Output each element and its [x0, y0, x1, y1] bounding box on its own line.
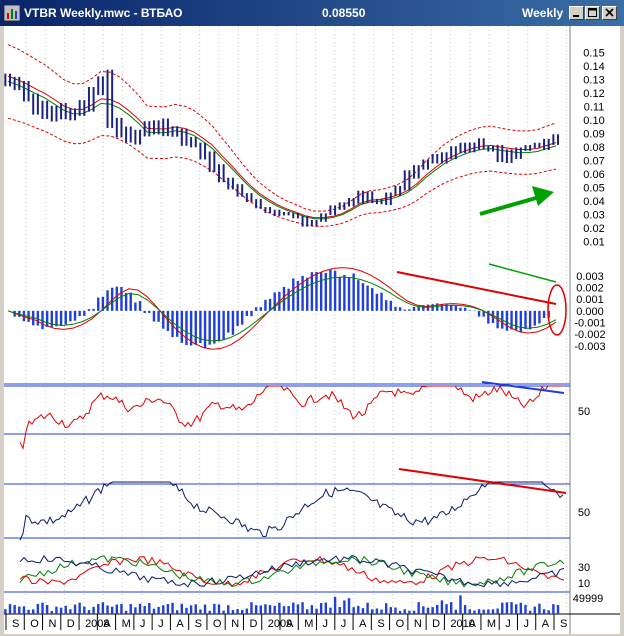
x-tick-label: O	[30, 618, 39, 630]
x-tick-label: J	[323, 618, 329, 630]
chart-period: Weekly	[522, 6, 564, 20]
adx-tick-label: 10	[578, 578, 590, 590]
adx-tick-label: 30	[578, 562, 590, 574]
x-tick-label: N	[414, 618, 422, 630]
divergence-circle	[547, 284, 567, 336]
rsi-tick-label: 50	[578, 406, 590, 418]
macd-tick-label: -0.002	[574, 329, 605, 341]
macd-panel	[7, 267, 557, 350]
x-tick-label: S	[195, 618, 202, 630]
macd-trend-line	[396, 271, 557, 305]
window-title: VTBR Weekly.mwc - ВТБАО	[24, 6, 183, 20]
rsi-line	[19, 385, 563, 450]
x-tick-label: A	[176, 618, 184, 630]
adx-panel	[19, 554, 565, 588]
macd-tick-label: 0.001	[576, 294, 604, 306]
x-tick-label: N	[49, 618, 57, 630]
macd-line	[7, 267, 557, 350]
x-tick-label: D	[67, 618, 75, 630]
stochastic-panel	[19, 481, 564, 541]
x-tick-label: S	[560, 618, 567, 630]
x-tick-label: A	[103, 618, 111, 630]
price-tick-label: 0.01	[583, 236, 604, 248]
price-tick-label: 0.03	[583, 209, 604, 221]
current-price: 0.08550	[322, 6, 366, 20]
stochastic-line	[19, 481, 564, 541]
macd-tick-label: 0.003	[576, 271, 604, 283]
close-icon	[605, 8, 614, 17]
chart-area[interactable]: 0.15 0.14 0.13 0.12 0.11 0.10 0.09 0.08 0.07 0.06…	[4, 26, 620, 634]
x-tick-label: J	[505, 618, 511, 630]
chart-canvas[interactable]: 0.150.14 0.130.12 0.110.10 0.090.080.07 0.06…	[4, 26, 620, 634]
price-tick-label: 0.05	[583, 182, 604, 194]
x-tick-label: A	[359, 618, 367, 630]
volume-tick-label: 49999	[573, 593, 604, 605]
price-tick-label: 0.04	[583, 196, 604, 208]
price-tick-label: 0.11	[584, 102, 605, 114]
price-tick-label: 0.07	[583, 155, 604, 167]
x-tick-label: J	[341, 618, 347, 630]
close-button[interactable]	[602, 6, 617, 20]
minimize-button[interactable]	[569, 6, 584, 20]
macd-tick-label: -0.001	[574, 318, 605, 330]
macd-tick-label: 0.002	[576, 283, 604, 295]
x-tick-label: S	[12, 618, 19, 630]
minus-di-line	[19, 555, 565, 588]
x-tick-label: D	[432, 618, 440, 630]
upper-envelope	[7, 44, 557, 212]
x-tick-label: J	[523, 618, 529, 630]
moving-average-green	[7, 80, 557, 220]
minimize-icon	[573, 15, 579, 17]
price-tick-label: 0.12	[583, 88, 604, 100]
price-tick-label: 0.13	[583, 75, 604, 87]
maximize-icon	[588, 8, 597, 17]
price-tick-label: 0.09	[583, 129, 604, 141]
price-tick-label: 0.10	[583, 115, 604, 127]
x-tick-label: J	[158, 618, 164, 630]
macd-tick-label: 0.000	[576, 306, 604, 318]
adx-line	[19, 554, 565, 588]
y-axis-labels: 0.150.14 0.130.12 0.110.10 0.090.080.07 0.06…	[573, 48, 606, 605]
green-arrow-shaft	[479, 196, 537, 216]
x-tick-label: N	[231, 618, 239, 630]
macd-signal-trend-line	[488, 263, 557, 283]
rsi-panel	[19, 385, 563, 450]
price-tick-label: 0.14	[583, 61, 604, 73]
price-tick-label: 0.15	[583, 48, 604, 60]
rsi-trend-line	[481, 381, 565, 394]
stochastic-tick-label: 50	[578, 507, 590, 519]
signal-line	[7, 276, 557, 342]
price-panel	[4, 44, 559, 227]
macd-tick-label: -0.003	[574, 341, 605, 353]
trend-annotations	[396, 186, 567, 494]
volume-panel	[4, 595, 560, 614]
price-tick-label: 0.08	[583, 142, 604, 154]
x-tick-label: J	[140, 618, 146, 630]
panel-dividers	[4, 26, 620, 634]
x-tick-label: M	[122, 618, 131, 630]
green-arrow-head	[532, 186, 554, 206]
price-tick-label: 0.02	[583, 223, 604, 235]
x-tick-label: A	[469, 618, 477, 630]
plus-di-line	[19, 555, 565, 587]
stochastic-trend-line	[398, 468, 567, 494]
price-tick-label: 0.06	[583, 169, 604, 181]
x-tick-label: D	[249, 618, 257, 630]
x-tick-label: O	[396, 618, 405, 630]
lower-envelope	[7, 117, 557, 227]
maximize-button[interactable]	[585, 6, 600, 20]
x-tick-label: O	[213, 618, 222, 630]
title-bar[interactable]: VTBR Weekly.mwc - ВТБАО 0.08550 Weekly	[0, 0, 624, 26]
x-tick-label: A	[542, 618, 550, 630]
chart-app-icon	[4, 5, 20, 21]
x-tick-label: A	[286, 618, 294, 630]
x-tick-label: M	[487, 618, 496, 630]
x-tick-label: M	[304, 618, 313, 630]
x-tick-label: S	[377, 618, 384, 630]
